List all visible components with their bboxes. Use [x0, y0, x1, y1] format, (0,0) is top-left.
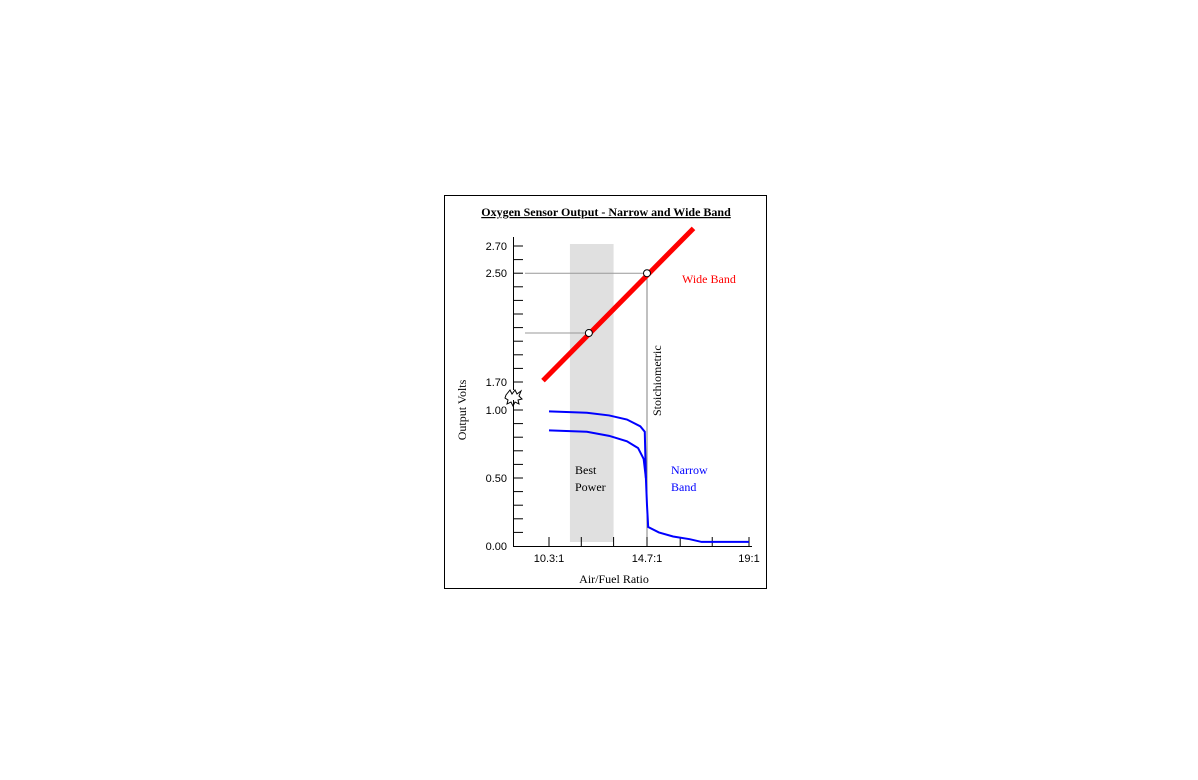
best-power-region [569, 244, 614, 542]
best-power-label-line1: Best [575, 463, 597, 477]
y-tick-label: 1.70 [486, 377, 507, 389]
x-tick-label: 10.3:1 [534, 553, 565, 565]
y-tick-label: 0.00 [486, 541, 507, 553]
wide-band-line-0 [541, 226, 696, 383]
narrow-band-line-2 [548, 429, 647, 479]
best-power-label-line2: Power [575, 480, 606, 494]
axis-break-icon [504, 389, 523, 408]
narrow-band-label-line1: Narrow [671, 463, 708, 477]
data-point-marker [584, 329, 593, 338]
narrow-band-label-line2: Band [671, 480, 696, 494]
wide-band-label: Wide Band [682, 272, 736, 286]
y-tick-label: 2.50 [486, 268, 507, 280]
y-tick-label: 0.50 [486, 473, 507, 485]
y-tick-label: 1.00 [486, 405, 507, 417]
x-tick-label: 19:1 [738, 553, 759, 565]
y-axis-label: Output Volts [455, 379, 469, 440]
data-point-marker [643, 269, 651, 278]
chart-title: Oxygen Sensor Output - Narrow and Wide B… [481, 205, 731, 219]
x-axis-label: Air/Fuel Ratio [579, 572, 649, 586]
x-tick-label: 14.7:1 [632, 553, 663, 565]
y-tick-label: 2.70 [486, 241, 507, 253]
narrow-band-line-1 [548, 410, 749, 543]
stoichiometric-label: Stoichiometric [650, 345, 664, 416]
